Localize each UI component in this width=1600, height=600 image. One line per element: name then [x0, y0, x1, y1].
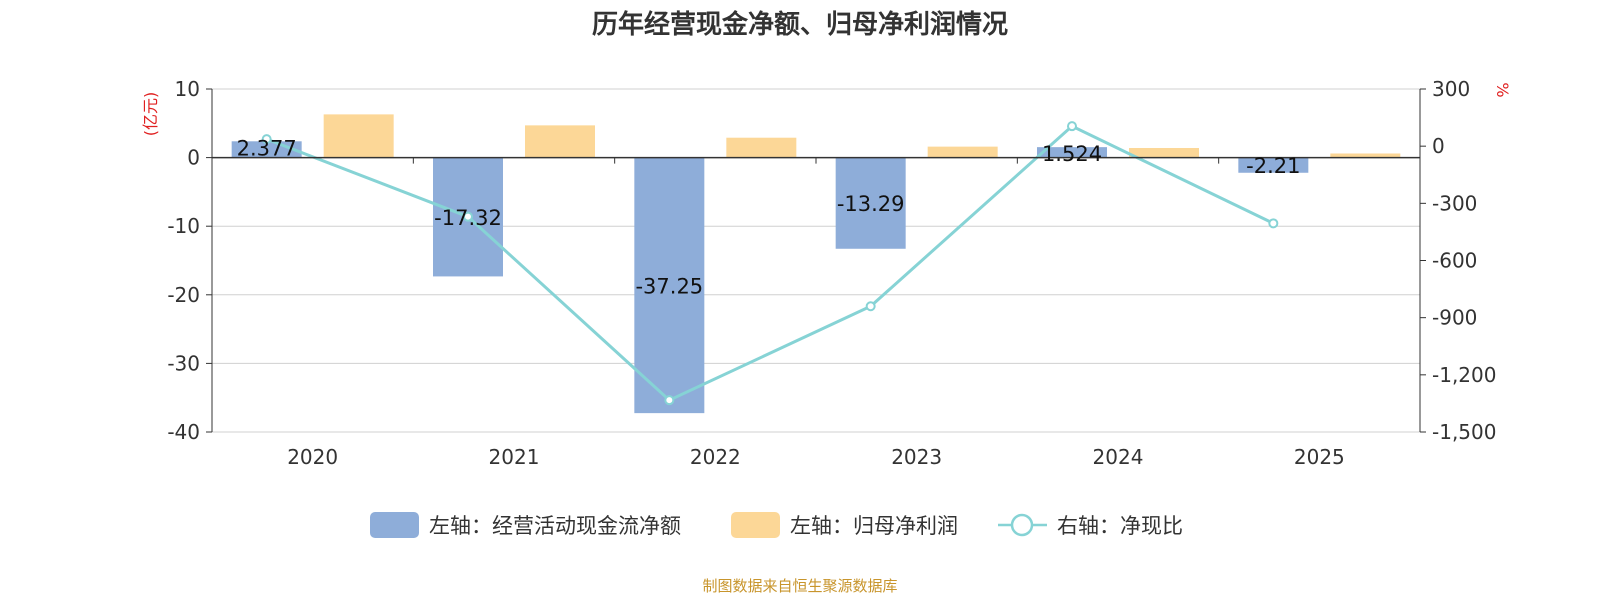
right-tick-label: 300	[1432, 77, 1470, 101]
legend: 左轴：经营活动现金流净额 左轴：归母净利润 右轴：净现比	[370, 512, 1183, 538]
bar-operating-cash-flow	[1238, 157, 1309, 173]
right-tick-label: -300	[1432, 191, 1477, 215]
bar-operating-cash-flow	[634, 157, 705, 414]
bar-net-profit	[1330, 153, 1401, 158]
left-tick-label: 10	[175, 77, 200, 101]
bar-net-profit	[323, 114, 394, 158]
bar-data-label: -37.25	[635, 274, 703, 298]
line-point	[261, 134, 272, 145]
right-axis-unit: %	[1493, 82, 1512, 97]
bar-data-label: -13.29	[837, 192, 905, 216]
right-tick-label: 0	[1432, 134, 1445, 158]
line-point	[1268, 218, 1279, 229]
bar-data-label: -2.21	[1246, 154, 1300, 178]
x-tick-label: 2020	[287, 445, 338, 469]
x-tick-label: 2022	[690, 445, 741, 469]
x-axis: 2020 2021 2022 2023 2024 2025	[211, 156, 1421, 469]
line-series	[261, 121, 1279, 406]
x-tick-label: 2023	[891, 445, 942, 469]
bar-data-label: 2.377	[237, 136, 297, 160]
legend-label-net-cash-ratio: 右轴：净现比	[1057, 514, 1183, 538]
bar-net-profit	[1129, 147, 1199, 158]
left-axis-unit: (亿元)	[141, 92, 160, 137]
bar-operating-cash-flow	[835, 157, 906, 249]
line-point	[865, 301, 876, 312]
left-tick-label: -30	[167, 351, 200, 375]
chart-title: 历年经营现金净额、归母净利润情况	[592, 9, 1008, 40]
line-net-cash-ratio	[266, 124, 1274, 402]
right-tick-label: -900	[1432, 306, 1477, 330]
legend-label-net-profit: 左轴：归母净利润	[790, 514, 958, 538]
left-axis: 10 0 -10 -20 -30 -40 (亿元)	[141, 77, 213, 444]
legend-label-operating-cash-flow: 左轴：经营活动现金流净额	[429, 514, 681, 538]
left-tick-label: -40	[167, 420, 200, 444]
bar-data-label: -17.32	[434, 206, 502, 230]
source-note: 制图数据来自恒生聚源数据库	[702, 577, 897, 595]
x-tick-label: 2021	[489, 445, 540, 469]
x-tick-label: 2025	[1294, 445, 1345, 469]
bars	[231, 114, 1401, 414]
right-tick-label: -600	[1432, 249, 1477, 273]
legend-marker-net-cash-ratio	[1010, 513, 1034, 537]
bar-net-profit	[927, 146, 998, 158]
line-point	[1067, 121, 1077, 132]
left-tick-label: 0	[187, 146, 200, 170]
bar-operating-cash-flow	[1037, 147, 1107, 158]
right-tick-label: -1,200	[1432, 363, 1496, 387]
legend-swatch-net-profit	[731, 512, 780, 538]
data-labels: 2.377 -17.32 -37.25 -13.29 1.524 -2.21	[237, 136, 1301, 298]
right-tick-label: -1,500	[1432, 420, 1496, 444]
left-tick-label: -10	[167, 214, 200, 238]
bar-net-profit	[726, 137, 797, 158]
line-point	[664, 395, 675, 406]
line-point	[463, 211, 473, 222]
x-tick-label: 2024	[1093, 445, 1144, 469]
legend-swatch-operating-cash-flow	[370, 512, 419, 538]
bar-net-profit	[525, 125, 595, 158]
bar-data-label: 1.524	[1042, 142, 1102, 166]
left-tick-label: -20	[167, 283, 200, 307]
right-axis: 300 0 -300 -600 -900 -1,200 -1,500%	[1419, 77, 1512, 444]
